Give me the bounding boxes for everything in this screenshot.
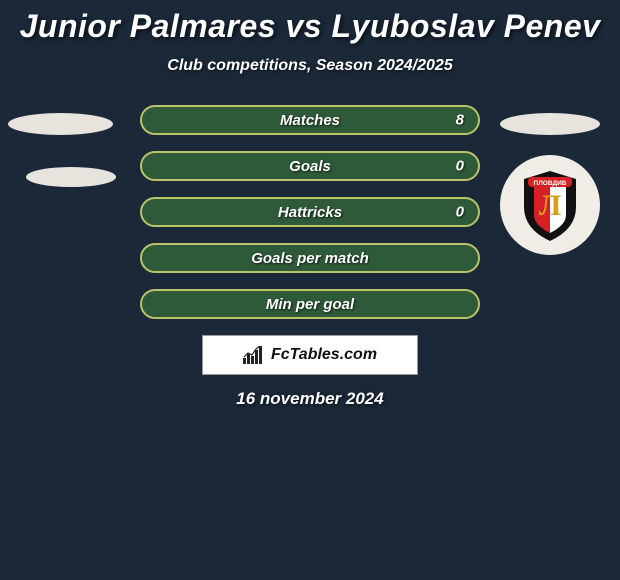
- date-text: 16 november 2024: [0, 389, 620, 409]
- right-player-marker: [500, 113, 600, 135]
- club-badge: Л ПЛОВДИВ: [500, 155, 600, 255]
- stat-bar-matches: Matches 8: [140, 105, 480, 135]
- page-title: Junior Palmares vs Lyuboslav Penev: [0, 8, 620, 45]
- barchart-icon: [243, 346, 265, 364]
- svg-text:ПЛОВДИВ: ПЛОВДИВ: [534, 180, 567, 187]
- stat-bar-hattricks: Hattricks 0: [140, 197, 480, 227]
- stat-label: Min per goal: [266, 296, 354, 313]
- shield-icon: Л ПЛОВДИВ: [510, 165, 590, 245]
- stat-label: Hattricks: [278, 204, 342, 221]
- stat-bar-mpg: Min per goal: [140, 289, 480, 319]
- stat-value-right: 0: [456, 158, 464, 175]
- stat-value-right: 0: [456, 204, 464, 221]
- left-player-marker-1: [8, 113, 113, 135]
- brand-text: FcTables.com: [271, 346, 377, 364]
- stat-bar-goals: Goals 0: [140, 151, 480, 181]
- svg-text:Л: Л: [539, 189, 561, 222]
- stat-label: Goals per match: [251, 250, 369, 267]
- stat-value-right: 8: [456, 112, 464, 129]
- comparison-infographic: Junior Palmares vs Lyuboslav Penev Club …: [0, 0, 620, 409]
- stat-label: Goals: [289, 158, 331, 175]
- subtitle: Club competitions, Season 2024/2025: [0, 57, 620, 75]
- stat-bar-gpm: Goals per match: [140, 243, 480, 273]
- left-player-marker-2: [26, 167, 116, 187]
- stat-bars: Matches 8 Goals 0 Hattricks 0 Goals per …: [140, 105, 480, 319]
- stat-label: Matches: [280, 112, 340, 129]
- stats-area: Л ПЛОВДИВ Matches 8 Goals 0 Hattricks 0 …: [0, 105, 620, 409]
- brand-badge: FcTables.com: [202, 335, 418, 375]
